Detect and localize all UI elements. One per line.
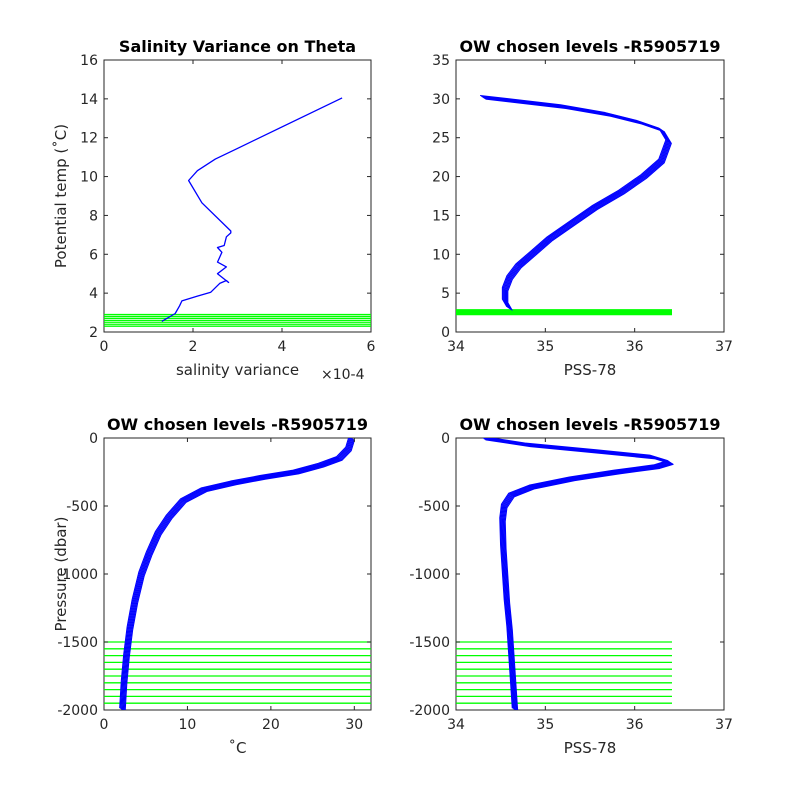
y-tick-label: 16 — [80, 53, 98, 69]
x-tick-label: 0 — [100, 339, 109, 355]
x-tick-label: 35 — [536, 717, 554, 733]
y-tick-label: -500 — [66, 499, 98, 515]
profile-line — [161, 97, 343, 322]
profile-line — [482, 96, 670, 309]
profile-line — [124, 439, 356, 710]
profile-line — [120, 438, 351, 709]
x-tick-label: 2 — [189, 339, 198, 355]
y-tick-label: 30 — [432, 92, 450, 108]
y-tick-label: 14 — [80, 92, 98, 108]
plot-area — [103, 59, 372, 333]
x-tick-label: 20 — [262, 717, 280, 733]
x-tick-label: 34 — [447, 717, 465, 733]
x-axis-label: ˚C — [229, 739, 247, 757]
y-tick-label: 0 — [441, 325, 450, 341]
x-tick-label: 37 — [715, 717, 733, 733]
y-tick-label: 20 — [432, 170, 450, 186]
profile-line — [480, 94, 667, 308]
x-tick-label: 35 — [536, 339, 554, 355]
profile-line — [485, 98, 672, 311]
y-tick-label: 6 — [89, 247, 98, 263]
y-tick-label: -1500 — [57, 635, 98, 651]
x-axis-label: PSS-78 — [564, 739, 617, 757]
x-tick-label: 0 — [100, 717, 109, 733]
x-tick-label: 4 — [278, 339, 287, 355]
y-tick-label: -1000 — [57, 567, 98, 583]
chart-panel-2: 34 35 36 37 0 5 10 15 20 25 30 35 OW chosen levels -… — [432, 37, 733, 379]
profile-line — [480, 95, 668, 308]
y-axis-label: Pressure (dbar) — [52, 517, 70, 632]
x-tick-label: 6 — [367, 339, 376, 355]
profile-line — [483, 97, 671, 310]
x-axis-label: salinity variance — [176, 361, 299, 379]
y-tick-label: 0 — [89, 431, 98, 447]
x-tick-label: 34 — [447, 339, 465, 355]
x-tick-label: 37 — [715, 339, 733, 355]
plot-area — [455, 59, 725, 333]
x-exponent: ×10-4 — [321, 367, 365, 383]
profile-line — [484, 97, 671, 311]
y-tick-label: 5 — [441, 286, 450, 302]
y-tick-label: 25 — [432, 131, 450, 147]
profile-line — [119, 438, 350, 709]
y-tick-label: 4 — [89, 286, 98, 302]
profile-line — [121, 438, 353, 710]
y-tick-label: -1500 — [409, 635, 450, 651]
y-tick-label: 2 — [89, 325, 98, 341]
chart-title: Salinity Variance on Theta — [119, 37, 356, 56]
y-tick-label: 12 — [80, 131, 98, 147]
y-tick-label: 0 — [441, 431, 450, 447]
profile-line — [120, 438, 352, 710]
x-tick-label: 10 — [179, 717, 197, 733]
x-tick-label: 36 — [626, 339, 644, 355]
y-tick-label: 15 — [432, 208, 450, 224]
y-tick-label: 10 — [432, 247, 450, 263]
x-tick-label: 30 — [345, 717, 363, 733]
y-tick-label: 35 — [432, 53, 450, 69]
chart-title: OW chosen levels -R5905719 — [459, 37, 720, 56]
chart-title: OW chosen levels -R5905719 — [459, 415, 720, 434]
y-tick-label: -2000 — [409, 703, 450, 719]
chart-title: OW chosen levels -R5905719 — [107, 415, 368, 434]
chart-panel-3: 0 10 20 30 -2000 -1500 -1000 -500 0 OW chosen lev… — [52, 415, 372, 757]
y-tick-label: 10 — [80, 170, 98, 186]
x-tick-label: 36 — [626, 717, 644, 733]
y-tick-label: -2000 — [57, 703, 98, 719]
profile-line — [481, 96, 669, 309]
chart-panel-4: 34 35 36 37 -2000 -1500 -1000 -500 0 OW chosen le… — [409, 415, 733, 757]
y-tick-label: -1000 — [409, 567, 450, 583]
x-axis-label: PSS-78 — [564, 361, 617, 379]
y-tick-label: -500 — [418, 499, 450, 515]
profile-line — [485, 439, 674, 710]
y-tick-label: 8 — [89, 208, 98, 224]
y-axis-label: Potential temp (˚C) — [52, 124, 70, 268]
profile-line — [123, 439, 355, 710]
profile-line — [122, 438, 354, 710]
